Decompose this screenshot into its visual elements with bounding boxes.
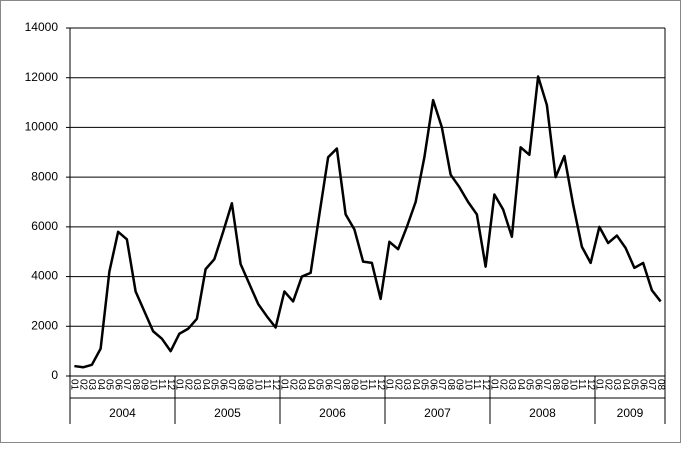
x-tick-label: 07 <box>331 379 342 391</box>
x-tick-label: 02 <box>182 379 193 391</box>
group-label: 2004 <box>109 406 136 420</box>
x-tick-label: 07 <box>646 379 657 391</box>
x-tick-label: 01 <box>489 379 500 391</box>
x-tick-label: 02 <box>497 379 508 391</box>
x-tick-label: 12 <box>165 379 176 391</box>
x-tick-label: 01 <box>174 379 185 391</box>
x-tick-label: 11 <box>366 379 377 390</box>
x-tick-label: 12 <box>480 379 491 391</box>
data-line <box>74 75 662 369</box>
x-tick-label: 03 <box>401 379 412 391</box>
x-tick-label: 04 <box>305 379 316 391</box>
group-label: 2007 <box>424 406 451 420</box>
x-tick-label: 11 <box>261 379 272 390</box>
x-tick-label: 05 <box>524 379 535 391</box>
x-tick-label: 04 <box>410 379 421 391</box>
x-tick-label: 06 <box>532 379 543 391</box>
y-tick-label: 10000 <box>25 120 59 134</box>
x-tick-label: 06 <box>637 379 648 391</box>
x-tick-label: 12 <box>270 379 281 391</box>
group-label: 2008 <box>529 406 556 420</box>
x-tick-label: 01 <box>384 379 395 391</box>
x-tick-label: 08 <box>655 379 666 391</box>
x-tick-label: 10 <box>252 379 263 391</box>
group-label: 2006 <box>319 406 346 420</box>
x-tick-label: 02 <box>602 379 613 391</box>
x-tick-label: 10 <box>357 379 368 391</box>
x-tick-label: 07 <box>541 379 552 391</box>
x-tick-label: 03 <box>611 379 622 391</box>
x-tick-label: 07 <box>226 379 237 391</box>
x-tick-label: 11 <box>471 379 482 390</box>
x-tick-label: 01 <box>279 379 290 391</box>
x-tick-label: 02 <box>77 379 88 391</box>
y-tick-label: 0 <box>51 368 58 382</box>
x-tick-label: 09 <box>454 379 465 391</box>
x-tick-label: 10 <box>462 379 473 391</box>
x-tick-label: 01 <box>594 379 605 391</box>
x-tick-label: 09 <box>559 379 570 391</box>
x-tick-label: 07 <box>436 379 447 391</box>
x-tick-label: 04 <box>95 379 106 391</box>
x-tick-label: 06 <box>112 379 123 391</box>
y-tick-label: 6000 <box>31 219 58 233</box>
x-tick-label: 03 <box>191 379 202 391</box>
x-tick-label: 11 <box>576 379 587 390</box>
x-tick-label: 09 <box>349 379 360 391</box>
y-tick-label: 2000 <box>31 318 58 332</box>
x-tick-label: 05 <box>419 379 430 391</box>
x-tick-label: 08 <box>445 379 456 391</box>
x-tick-label: 12 <box>585 379 596 391</box>
x-tick-label: 10 <box>147 379 158 391</box>
x-tick-label: 09 <box>244 379 255 391</box>
x-tick-label: 04 <box>515 379 526 391</box>
x-tick-label: 10 <box>567 379 578 391</box>
x-tick-label: 05 <box>209 379 220 391</box>
x-tick-label: 08 <box>130 379 141 391</box>
x-tick-label: 04 <box>200 379 211 391</box>
x-tick-label: 02 <box>287 379 298 391</box>
y-tick-label: 8000 <box>31 169 58 183</box>
x-tick-label: 06 <box>427 379 438 391</box>
x-tick-label: 01 <box>69 379 80 391</box>
x-tick-label: 09 <box>139 379 150 391</box>
x-tick-label: 08 <box>340 379 351 391</box>
x-tick-label: 04 <box>620 379 631 391</box>
x-tick-label: 08 <box>550 379 561 391</box>
x-tick-label: 06 <box>322 379 333 391</box>
x-tick-label: 06 <box>217 379 228 391</box>
x-tick-label: 05 <box>314 379 325 391</box>
y-tick-label: 12000 <box>25 70 59 84</box>
group-label: 2009 <box>617 406 644 420</box>
x-tick-label: 03 <box>506 379 517 391</box>
y-tick-label: 4000 <box>31 269 58 283</box>
x-tick-label: 03 <box>86 379 97 391</box>
group-label: 2005 <box>214 406 241 420</box>
x-tick-label: 05 <box>104 379 115 391</box>
x-tick-label: 08 <box>235 379 246 391</box>
y-tick-label: 14000 <box>25 20 59 34</box>
x-tick-label: 11 <box>156 379 167 390</box>
x-tick-label: 07 <box>121 379 132 391</box>
x-tick-label: 12 <box>375 379 386 391</box>
x-tick-label: 02 <box>392 379 403 391</box>
x-tick-label: 05 <box>629 379 640 391</box>
x-tick-label: 03 <box>296 379 307 391</box>
